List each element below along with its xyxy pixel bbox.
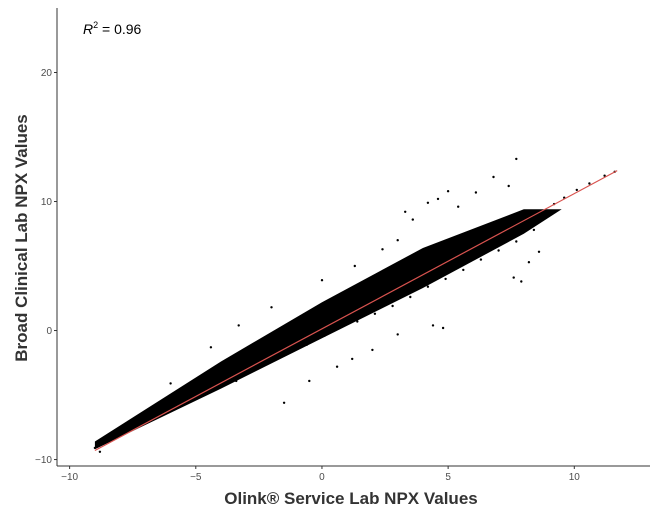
r2-exponent: 2 bbox=[93, 20, 98, 30]
y-tick-label: 0 bbox=[46, 326, 52, 337]
data-point bbox=[497, 249, 500, 252]
y-tick-label: −10 bbox=[35, 455, 52, 466]
data-point bbox=[351, 357, 354, 361]
data-point bbox=[270, 306, 273, 309]
y-ticks: −10 0 10 20 bbox=[35, 68, 57, 466]
r2-annotation: R2 = 0.96 bbox=[83, 20, 142, 37]
r2-value: = 0.96 bbox=[98, 21, 141, 37]
data-point bbox=[441, 326, 445, 330]
data-point bbox=[335, 365, 339, 368]
data-point bbox=[431, 324, 435, 327]
fit-line bbox=[94, 170, 618, 452]
data-point bbox=[411, 218, 414, 221]
data-point bbox=[209, 346, 213, 349]
data-point bbox=[588, 182, 591, 185]
data-point bbox=[237, 324, 240, 327]
x-tick-label: −10 bbox=[61, 472, 78, 483]
data-point bbox=[512, 276, 515, 279]
data-point bbox=[308, 379, 311, 383]
data-point bbox=[353, 264, 356, 268]
data-point bbox=[527, 261, 531, 264]
data-point bbox=[282, 401, 286, 404]
r2-label: R bbox=[83, 21, 93, 37]
data-point bbox=[479, 258, 483, 261]
data-point bbox=[537, 250, 541, 253]
data-point bbox=[396, 239, 399, 242]
data-point bbox=[381, 248, 384, 251]
data-point bbox=[396, 333, 399, 336]
data-point bbox=[404, 210, 407, 213]
dense-point-cloud bbox=[94, 209, 562, 450]
x-tick-label: 10 bbox=[569, 472, 581, 483]
data-point bbox=[520, 280, 523, 283]
x-ticks: −10 −5 0 5 10 bbox=[61, 466, 580, 483]
data-point bbox=[373, 312, 377, 315]
fit-layer bbox=[94, 170, 618, 452]
y-tick-label: 10 bbox=[41, 197, 53, 208]
data-point bbox=[371, 348, 374, 352]
x-tick-label: −5 bbox=[190, 472, 202, 483]
data-point bbox=[515, 157, 518, 161]
data-point bbox=[426, 201, 430, 204]
y-axis-title: Broad Clinical Lab NPX Values bbox=[12, 114, 31, 362]
data-point bbox=[391, 304, 394, 308]
data-point bbox=[426, 285, 430, 288]
x-axis-title: Olink® Service Lab NPX Values bbox=[224, 489, 477, 508]
y-tick-label: 20 bbox=[41, 68, 53, 79]
x-tick-label: 5 bbox=[445, 472, 451, 483]
data-point bbox=[603, 174, 606, 177]
data-point bbox=[462, 268, 465, 272]
data-point bbox=[532, 228, 536, 232]
data-point bbox=[320, 279, 324, 282]
points-layer bbox=[93, 157, 616, 453]
data-point bbox=[575, 188, 578, 192]
data-point bbox=[169, 382, 172, 385]
data-point bbox=[436, 197, 440, 201]
data-point bbox=[474, 191, 478, 194]
data-point bbox=[446, 190, 450, 193]
data-point bbox=[409, 295, 412, 299]
x-tick-label: 0 bbox=[319, 472, 325, 483]
data-point bbox=[507, 184, 510, 188]
data-point bbox=[98, 450, 102, 453]
data-point bbox=[492, 175, 495, 179]
data-point bbox=[515, 240, 518, 243]
data-point bbox=[457, 205, 460, 208]
data-point bbox=[444, 277, 447, 281]
